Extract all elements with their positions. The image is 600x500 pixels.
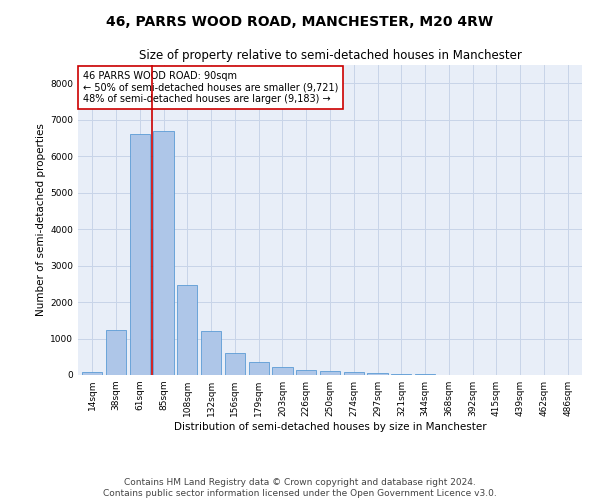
Bar (367, 373, 388, 375)
Bar (272, 368, 293, 375)
Bar (415, 374, 435, 375)
Bar (130, 134, 150, 375)
Bar (154, 130, 173, 375)
Bar (296, 370, 316, 375)
Bar (225, 353, 245, 375)
Bar (106, 330, 126, 375)
Text: Contains HM Land Registry data © Crown copyright and database right 2024.
Contai: Contains HM Land Registry data © Crown c… (103, 478, 497, 498)
X-axis label: Distribution of semi-detached houses by size in Manchester: Distribution of semi-detached houses by … (173, 422, 487, 432)
Bar (82, 372, 103, 375)
Bar (391, 374, 412, 375)
Bar (344, 372, 364, 375)
Title: Size of property relative to semi-detached houses in Manchester: Size of property relative to semi-detach… (139, 50, 521, 62)
Text: 46 PARRS WOOD ROAD: 90sqm
← 50% of semi-detached houses are smaller (9,721)
48% : 46 PARRS WOOD ROAD: 90sqm ← 50% of semi-… (83, 71, 338, 104)
Bar (201, 331, 221, 375)
Bar (248, 362, 269, 375)
Text: 46, PARRS WOOD ROAD, MANCHESTER, M20 4RW: 46, PARRS WOOD ROAD, MANCHESTER, M20 4RW (106, 15, 494, 29)
Bar (177, 284, 197, 375)
Bar (320, 371, 340, 375)
Y-axis label: Number of semi-detached properties: Number of semi-detached properties (36, 124, 46, 316)
